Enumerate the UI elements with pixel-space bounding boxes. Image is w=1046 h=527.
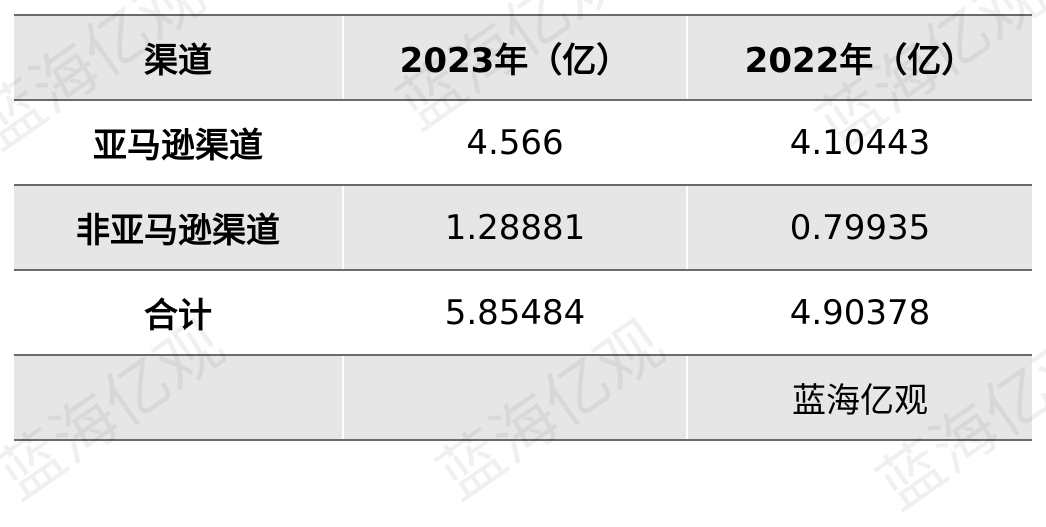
table-header-row: 渠道 2023年（亿） 2022年（亿） [14,14,1032,99]
value-2022: 4.90378 [789,292,931,333]
data-table: 渠道 2023年（亿） 2022年（亿） 亚马逊渠道 4.566 4.10443… [14,14,1032,441]
header-2023: 2023年（亿） [344,16,686,99]
header-channel: 渠道 [14,16,342,99]
row-label: 合计 [144,296,212,336]
table-row: 合计 5.85484 4.90378 [14,269,1032,354]
value-2023: 1.28881 [344,186,686,269]
source-label: 蓝海亿观 [688,356,1032,439]
table-row: 蓝海亿观 [14,354,1032,441]
row-label: 非亚马逊渠道 [14,186,342,269]
value-2023 [344,356,686,439]
value-2023: 4.566 [466,122,564,163]
value-2022: 0.79935 [688,186,1032,269]
value-2023: 5.85484 [444,292,586,333]
row-label: 亚马逊渠道 [93,126,263,166]
table-row: 亚马逊渠道 4.566 4.10443 [14,99,1032,184]
value-2022: 4.10443 [789,122,931,163]
row-label [14,356,342,439]
header-2022: 2022年（亿） [688,16,1032,99]
table-row: 非亚马逊渠道 1.28881 0.79935 [14,184,1032,269]
